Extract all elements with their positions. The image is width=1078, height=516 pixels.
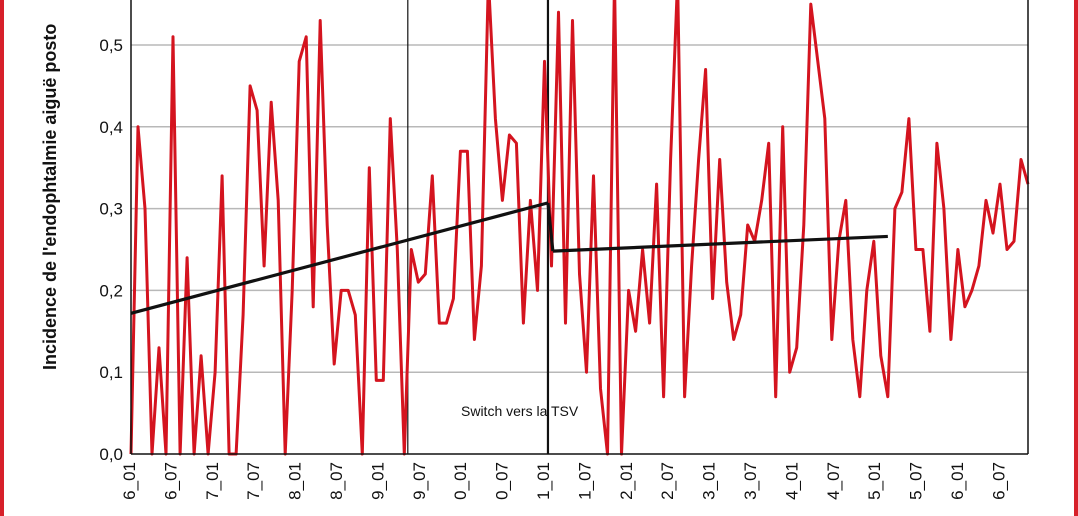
trend-line-segment	[552, 234, 888, 253]
y-tick-label: 0,2	[99, 281, 123, 300]
frame-left-border	[0, 0, 4, 516]
x-tick-label: 3_01	[700, 462, 719, 500]
x-tick-label: 6_01	[120, 462, 139, 500]
x-tick-label: 8_07	[327, 462, 346, 500]
x-tick-label: 9_01	[368, 462, 387, 500]
labels-layer: 0,0 0,1 0,2 0,3 0,4 0,5 6_01 6_07 7_01 7_07 8_01 8_…	[99, 36, 1008, 500]
frame-right-border	[1074, 0, 1078, 516]
y-tick-label: 0,0	[99, 445, 123, 464]
y-tick-label: 0,4	[99, 118, 123, 137]
y-tick-label: 0,5	[99, 36, 123, 55]
x-tick-label: 6_01	[948, 462, 967, 500]
trend-line-segment	[130, 201, 549, 315]
x-tick-label: 2_07	[658, 462, 677, 500]
x-tick-label: 7_01	[203, 462, 222, 500]
x-tick-label: 5_07	[907, 462, 926, 500]
x-tick-label: 9_07	[410, 462, 429, 500]
axes-layer	[130, 0, 1029, 455]
x-tick-label: 5_01	[865, 462, 884, 500]
incidence-line	[129, 0, 1030, 456]
x-tick-label: 2_01	[617, 462, 636, 500]
x-tick-label: 4_07	[824, 462, 843, 500]
x-tick-label: 8_01	[286, 462, 305, 500]
x-tick-label: 0_07	[493, 462, 512, 500]
x-tick-label: 1_01	[534, 462, 553, 500]
x-tick-label: 4_01	[782, 462, 801, 500]
series-layer	[129, 0, 1030, 456]
x-tick-label: 7_07	[244, 462, 263, 500]
x-tick-label: 0_01	[451, 462, 470, 500]
x-tick-label: 3_07	[741, 462, 760, 500]
x-tick-label: 6_07	[161, 462, 180, 500]
y-axis-label: Incidence de l'endophtalmie aiguë posto	[40, 24, 60, 370]
switch-annotation: Switch vers la TSV	[461, 403, 579, 419]
x-tick-label: 1_07	[575, 462, 594, 500]
y-tick-label: 0,1	[99, 363, 123, 382]
x-tick-label: 6_07	[989, 462, 1008, 500]
trend-line-segment	[546, 202, 555, 252]
y-tick-label: 0,3	[99, 200, 123, 219]
